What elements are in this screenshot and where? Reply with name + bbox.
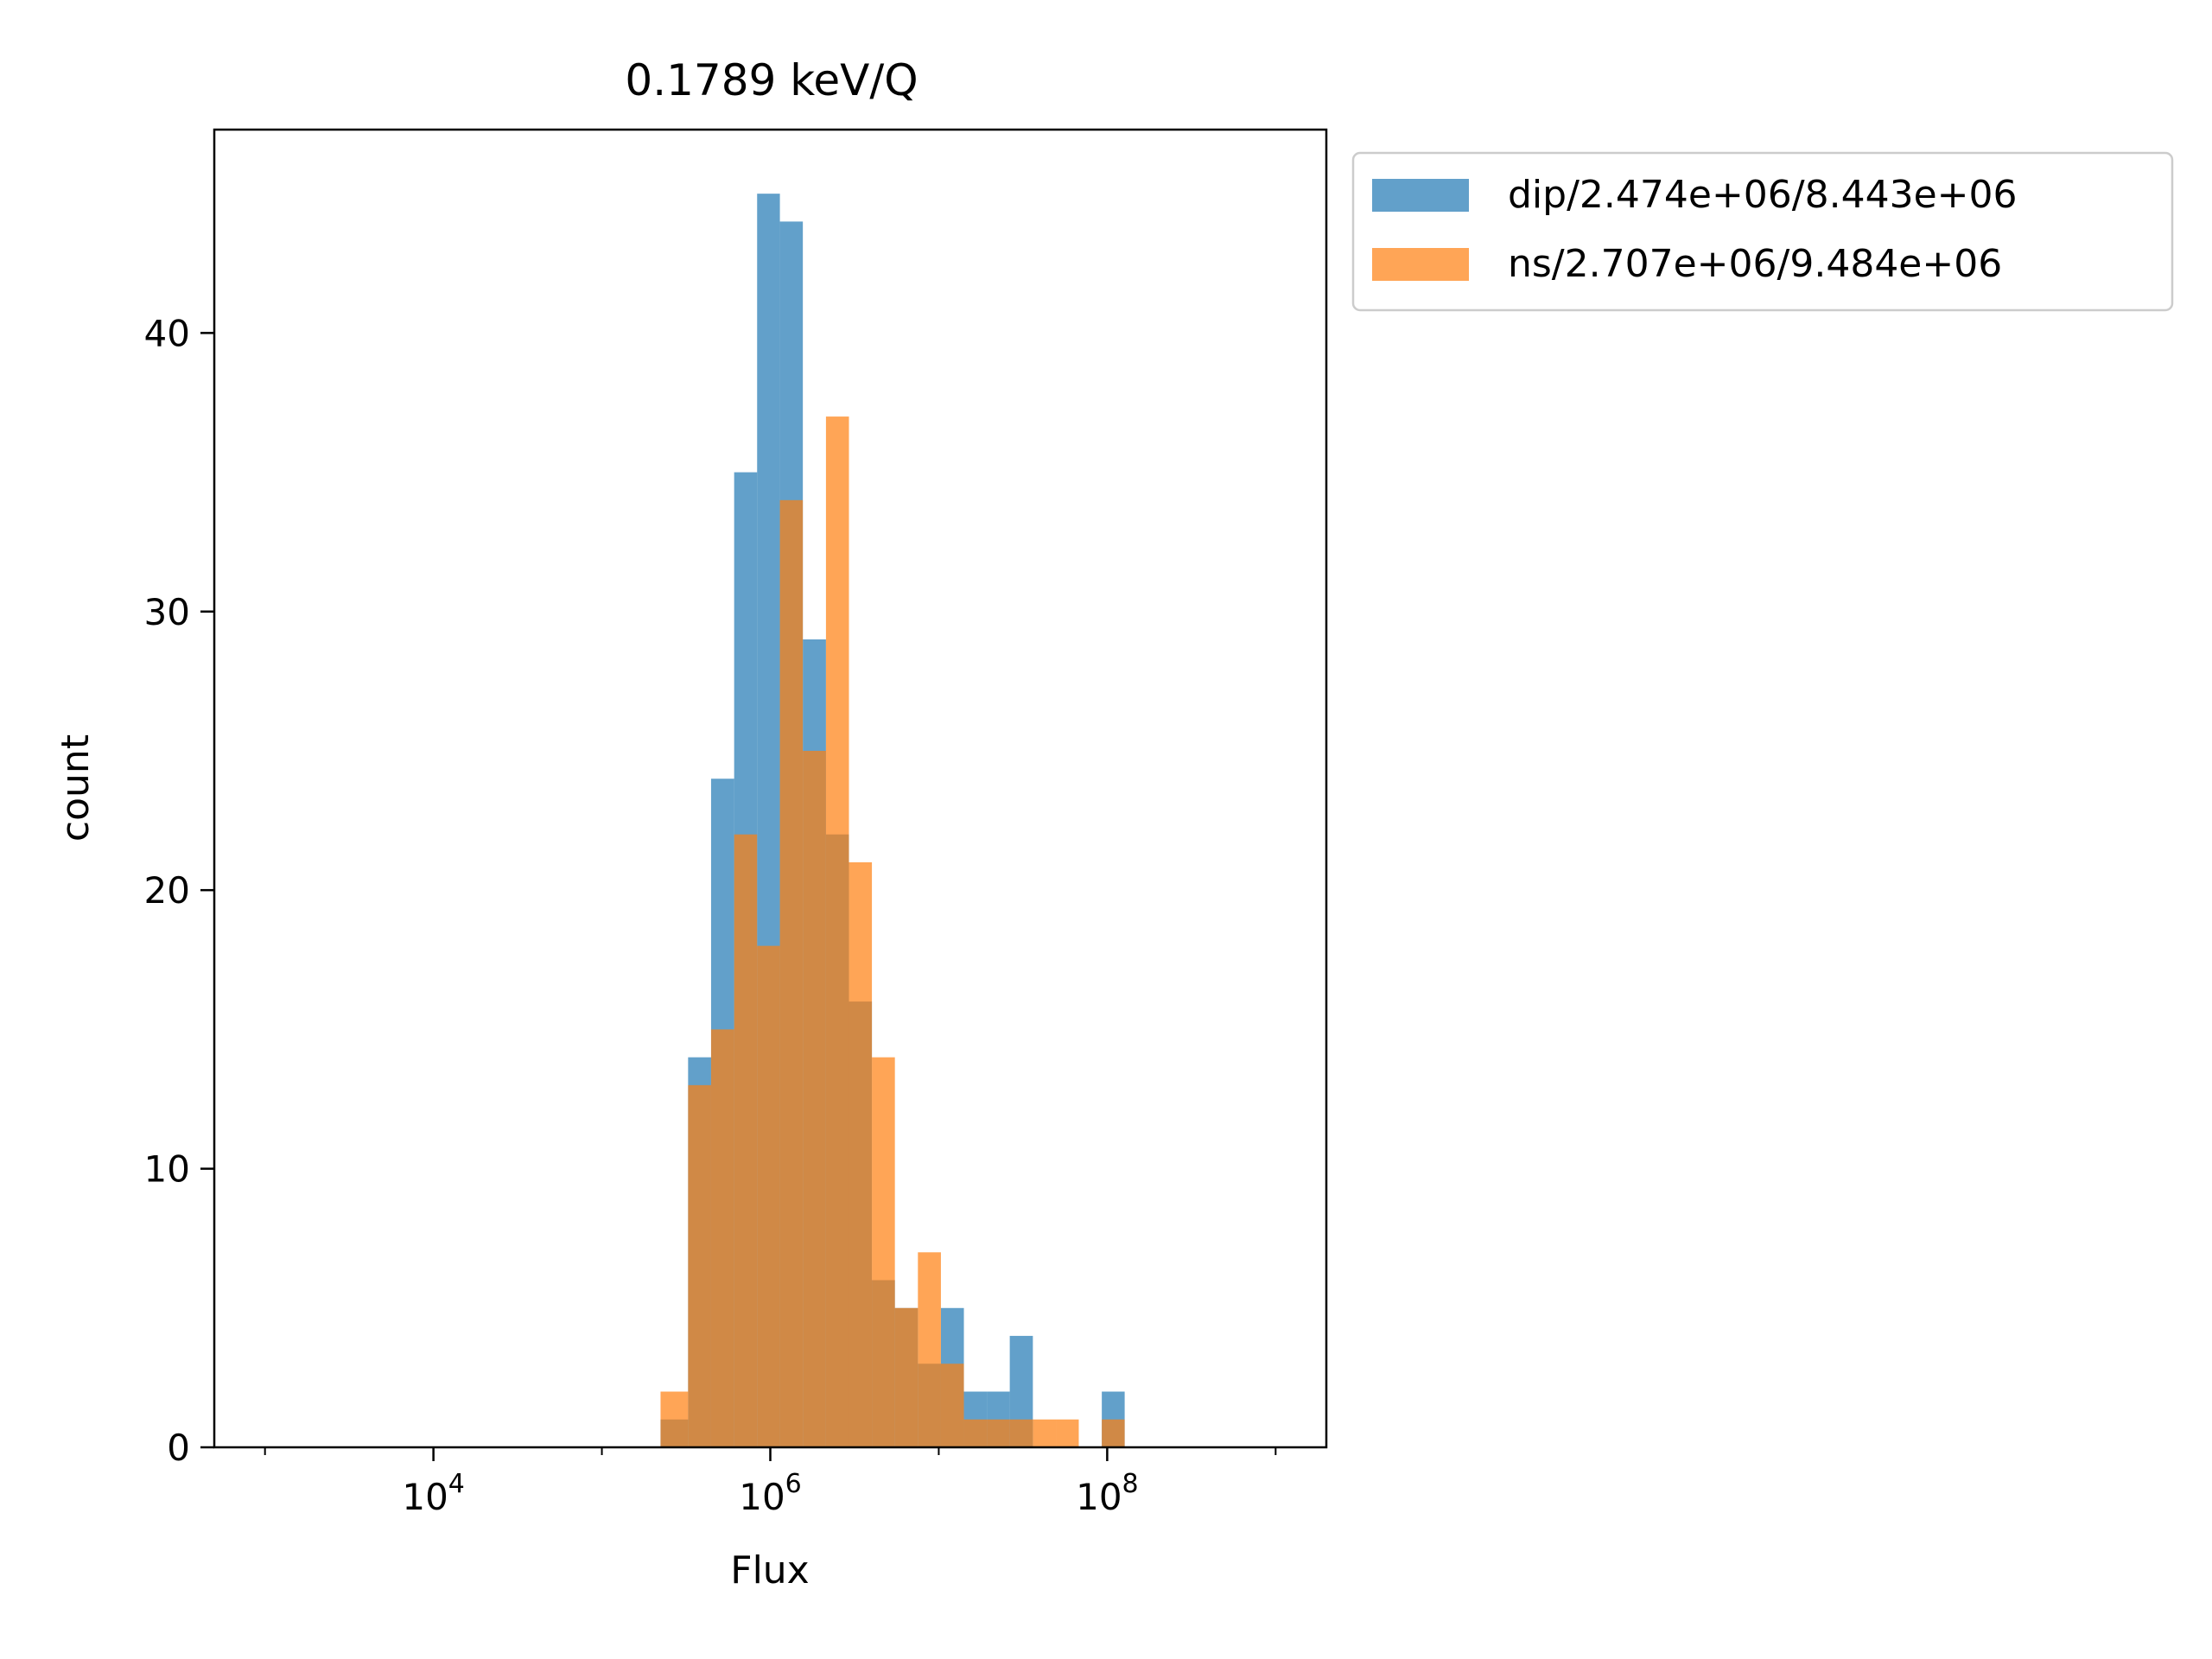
bar-ns-5 [779, 499, 804, 1447]
legend: dip/2.474e+06/8.443e+06 ns/2.707e+06/9.4… [1351, 151, 2174, 312]
bar-ns-15 [1009, 1419, 1033, 1447]
bar-ns-12 [940, 1363, 964, 1447]
bar-ns-14 [987, 1419, 1010, 1447]
x-tick-label: 108 [1076, 1469, 1139, 1518]
y-tick-label: 20 [144, 869, 190, 912]
x-tick-label: 106 [739, 1469, 802, 1518]
bar-ns-13 [963, 1419, 988, 1447]
bars-layer [660, 194, 1125, 1448]
bar-ns-19 [1102, 1419, 1125, 1447]
x-tick-label: 104 [402, 1469, 465, 1518]
x-axis-label: Flux [730, 1548, 809, 1592]
bar-ns-1 [688, 1084, 711, 1447]
bar-ns-16 [1033, 1419, 1057, 1447]
legend-box [1351, 151, 2174, 312]
bar-ns-17 [1056, 1419, 1079, 1447]
legend-label-dip: dip/2.474e+06/8.443e+06 [1508, 173, 2018, 217]
y-axis-label: count [54, 734, 98, 842]
legend-swatch-dip [1372, 179, 1469, 212]
x-axis-ticks: 104 106 108 [264, 1447, 1277, 1518]
bar-ns-10 [894, 1307, 918, 1447]
legend-label-ns: ns/2.707e+06/9.484e+06 [1508, 242, 2002, 286]
bar-ns-3 [734, 834, 758, 1447]
bar-ns-8 [849, 861, 873, 1447]
legend-swatch-ns [1372, 248, 1469, 281]
y-axis-ticks: 0 10 20 30 40 [144, 312, 214, 1469]
bar-ns-11 [918, 1252, 941, 1447]
bar-ns-6 [803, 750, 826, 1447]
y-tick-label: 30 [144, 591, 190, 633]
y-tick-label: 10 [144, 1148, 190, 1191]
y-tick-label: 40 [144, 312, 190, 354]
bar-ns-2 [710, 1029, 734, 1447]
bar-ns-4 [757, 945, 780, 1447]
bar-ns-7 [825, 416, 849, 1448]
chart-title: 0.1789 keV/Q [625, 55, 918, 105]
bar-ns-0 [660, 1391, 689, 1447]
y-tick-label: 0 [167, 1427, 190, 1469]
bar-ns-9 [872, 1057, 895, 1447]
